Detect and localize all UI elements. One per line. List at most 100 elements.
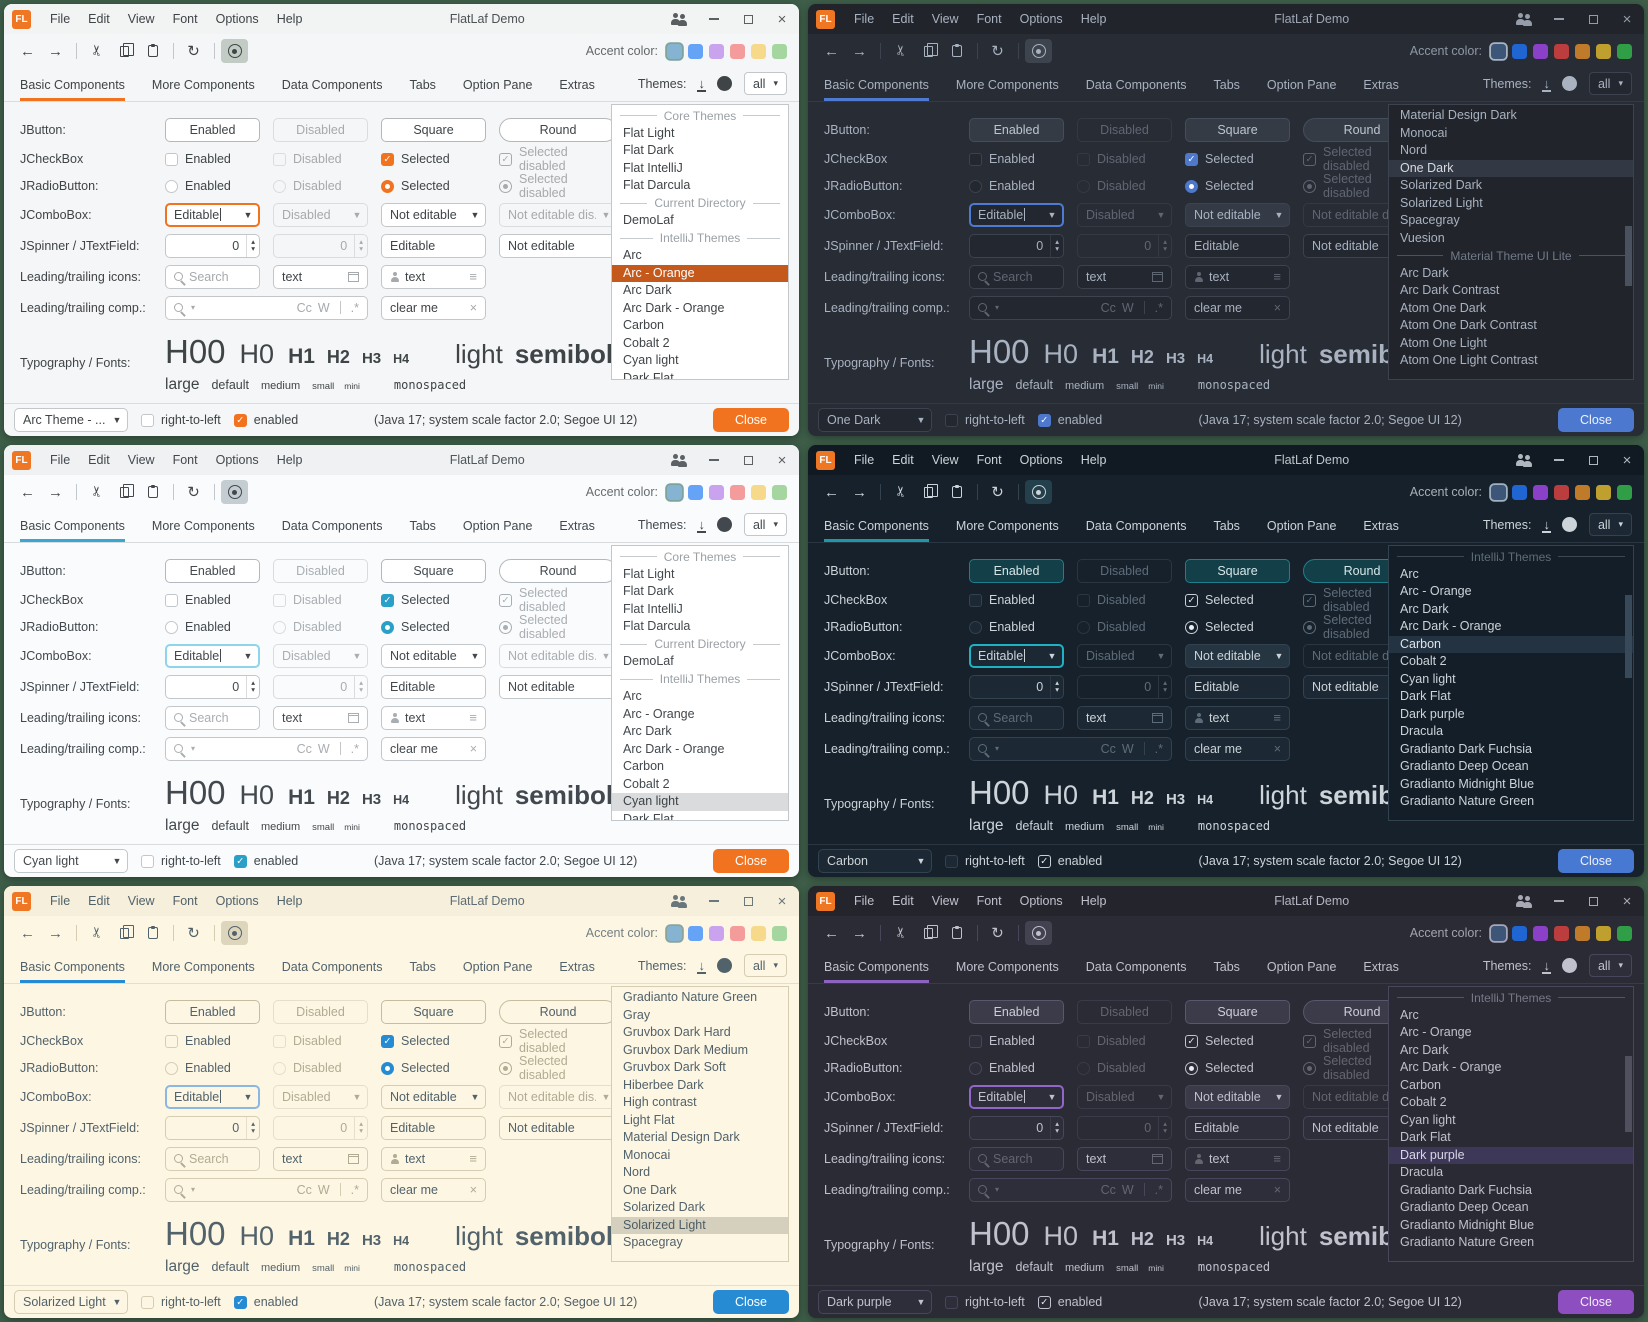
cut-button[interactable]: ✂ [83,39,110,63]
menu-font[interactable]: Font [172,453,198,467]
clear-me-input[interactable]: clear me × [1185,295,1290,320]
theme-list-item[interactable]: DemoLaf [623,213,674,227]
whole-word-toggle[interactable]: W [317,300,330,315]
tab-extras[interactable]: Extras [559,78,595,92]
theme-list-item[interactable]: One Dark [1389,159,1633,177]
refresh-button[interactable]: ↻ [187,925,200,942]
chevron-down-icon[interactable]: ▾ [995,744,1000,753]
accent-swatch[interactable] [688,43,703,59]
radio-enabled[interactable]: Enabled [165,179,260,193]
users-icon[interactable] [663,4,697,34]
text-input-user[interactable]: text ≡ [381,264,486,289]
theme-list-item[interactable]: Arc - Orange [623,706,695,721]
minimize-button[interactable] [697,886,731,916]
regex-toggle[interactable]: .* [1154,300,1163,315]
radio-selected[interactable]: Selected [381,179,486,193]
combobox-editable[interactable]: Editable ▼ [969,643,1064,668]
spinner[interactable]: 0 ▴ ▾ [165,233,260,258]
text-input-calendar[interactable]: text [273,264,368,289]
square-button[interactable]: Square [381,999,486,1024]
paste-button[interactable] [139,39,166,63]
tab-data-components[interactable]: Data Components [1085,78,1187,92]
textfield-editable[interactable]: Editable [1185,1115,1290,1140]
spinner[interactable]: 0 ▴ ▾ [165,1115,260,1140]
combobox-not-editable[interactable]: Not editable ▼ [1185,202,1290,227]
github-icon[interactable] [1561,517,1577,532]
combobox-not-editable[interactable]: Not editable ▼ [381,202,486,227]
menu-file[interactable]: File [50,453,71,467]
search-input-with-options[interactable]: ▾ Cc W .* [165,295,368,320]
theme-combobox[interactable]: Cyan light ▼ [14,849,128,873]
close-button[interactable]: Close [1558,849,1634,873]
forward-button[interactable]: → [852,924,867,942]
whole-word-toggle[interactable]: W [1121,1182,1134,1197]
enabled-checkbox[interactable]: ✓ enabled [233,413,298,427]
show-hover-effects-toggle[interactable] [221,921,248,945]
back-button[interactable]: ← [824,924,839,942]
clear-me-input[interactable]: clear me × [381,736,486,761]
spinner-arrows-icon[interactable]: ▴ ▾ [246,675,259,698]
show-hover-effects-toggle[interactable] [1025,921,1052,945]
theme-list-item[interactable]: Solarized Dark [1400,178,1482,192]
menu-help[interactable]: Help [1080,453,1107,467]
menu-view[interactable]: View [931,12,959,26]
menu-options[interactable]: Options [1019,894,1063,908]
cut-button[interactable]: ✂ [887,921,914,945]
tab-tabs[interactable]: Tabs [409,519,436,533]
regex-toggle[interactable]: .* [350,1182,359,1197]
spinner[interactable]: 0 ▴ ▾ [969,233,1064,258]
chevron-down-icon[interactable]: ▾ [995,1185,1000,1194]
accent-swatch[interactable] [1533,925,1548,941]
minimize-button[interactable] [697,4,731,34]
combobox-editable[interactable]: Editable ▼ [165,1084,260,1109]
spinner-arrows-icon[interactable]: ▴ ▾ [1050,1116,1063,1139]
accent-swatch[interactable] [772,484,787,500]
menu-options[interactable]: Options [215,894,259,908]
menu-help[interactable]: Help [1080,12,1107,26]
tab-tabs[interactable]: Tabs [409,960,436,974]
theme-list-item[interactable]: Dark Flat [623,811,674,821]
tab-option-pane[interactable]: Option Pane [1266,960,1337,974]
users-icon[interactable] [663,445,697,475]
round-button[interactable]: Round [499,117,617,142]
close-window-button[interactable]: × [1622,451,1632,469]
theme-list-item[interactable]: Solarized Light [1400,195,1483,210]
right-to-left-checkbox[interactable]: right-to-left [141,854,221,868]
theme-list-item[interactable]: Cyan light [1400,1112,1456,1127]
accent-swatch[interactable] [1596,484,1611,500]
accent-swatch[interactable] [772,43,787,59]
accent-swatch[interactable] [1554,925,1569,941]
theme-list-item[interactable]: Arc Dark - Orange [623,300,725,315]
spinner-arrows-icon[interactable]: ▴ ▾ [246,234,259,257]
copy-button[interactable] [111,480,138,504]
themes-filter-combobox[interactable]: all ▾ [743,513,787,536]
theme-list-item[interactable]: Arc Dark [623,283,672,297]
back-button[interactable]: ← [824,42,839,60]
combobox-not-editable[interactable]: Not editable ▼ [381,643,486,668]
theme-list-item[interactable]: Arc Dark - Orange [1400,1060,1502,1074]
combobox-editable[interactable]: Editable ▼ [969,1084,1064,1109]
accent-swatch[interactable] [1617,925,1632,941]
accent-swatch[interactable] [1533,484,1548,500]
scrollbar-thumb[interactable] [1625,595,1632,678]
refresh-button[interactable]: ↻ [187,43,200,60]
theme-list-item[interactable]: Arc - Orange [612,264,788,282]
menu-edit[interactable]: Edit [892,453,914,467]
enabled-button[interactable]: Enabled [969,117,1064,142]
close-button[interactable]: Close [713,1290,789,1314]
forward-button[interactable]: → [48,483,63,501]
checkbox-selected[interactable]: ✓ Selected [381,1034,486,1048]
right-to-left-checkbox[interactable]: right-to-left [141,1295,221,1309]
right-to-left-checkbox[interactable]: right-to-left [945,1295,1025,1309]
textfield-editable[interactable]: Editable [381,233,486,258]
theme-list-item[interactable]: Carbon [623,759,664,773]
tab-extras[interactable]: Extras [559,960,595,974]
users-icon[interactable] [1508,886,1542,916]
accent-swatch[interactable] [709,484,724,500]
tab-option-pane[interactable]: Option Pane [462,78,533,92]
paste-button[interactable] [943,480,970,504]
enabled-button[interactable]: Enabled [969,999,1064,1024]
users-icon[interactable] [1508,4,1542,34]
radio-enabled[interactable]: Enabled [969,620,1064,634]
checkbox-enabled[interactable]: Enabled [165,593,260,607]
